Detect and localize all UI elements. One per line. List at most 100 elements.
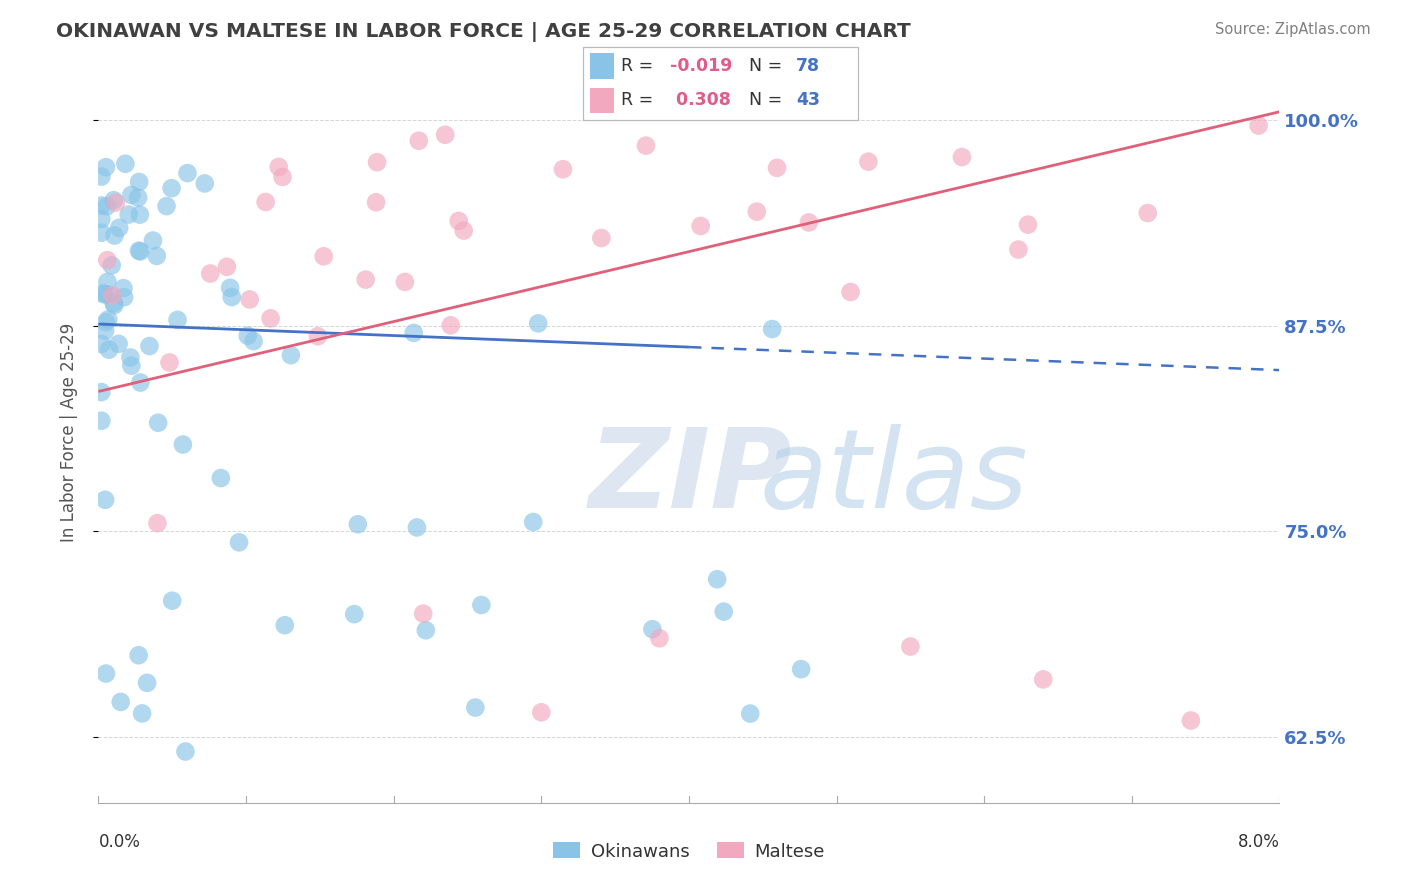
Point — [91, 286, 114, 301]
Text: 8.0%: 8.0% — [1237, 833, 1279, 851]
Point — [307, 329, 329, 343]
Point — [120, 359, 142, 373]
Point — [527, 317, 550, 331]
Point — [312, 249, 335, 263]
Point — [146, 516, 169, 530]
Point — [96, 253, 118, 268]
Point — [440, 318, 463, 333]
Point — [146, 416, 169, 430]
Point — [108, 220, 131, 235]
Point — [412, 607, 434, 621]
Point — [470, 598, 492, 612]
Point — [1247, 119, 1270, 133]
Point — [1180, 714, 1202, 728]
Point — [634, 138, 657, 153]
Point — [94, 324, 117, 338]
Legend: Okinawans, Maltese: Okinawans, Maltese — [546, 835, 832, 868]
Point — [103, 298, 125, 312]
Point — [453, 224, 475, 238]
Point — [950, 150, 973, 164]
Point — [267, 160, 290, 174]
Point — [221, 290, 243, 304]
Point — [127, 191, 149, 205]
Point — [343, 607, 366, 622]
Point — [706, 572, 728, 586]
Point — [136, 676, 159, 690]
Point — [138, 339, 160, 353]
Point — [713, 605, 735, 619]
Point — [839, 285, 862, 299]
Point — [1136, 206, 1159, 220]
Point — [90, 414, 112, 428]
Point — [176, 166, 198, 180]
Point — [406, 520, 429, 534]
Point — [394, 275, 416, 289]
Point — [160, 181, 183, 195]
Point — [103, 296, 125, 310]
Text: Source: ZipAtlas.com: Source: ZipAtlas.com — [1215, 22, 1371, 37]
Point — [797, 215, 820, 229]
Point — [166, 313, 188, 327]
Point — [354, 272, 377, 286]
Point — [236, 328, 259, 343]
Point — [364, 195, 387, 210]
Point — [347, 517, 370, 532]
Point — [145, 249, 167, 263]
Point — [259, 311, 281, 326]
Point — [254, 194, 277, 209]
Text: ZIP: ZIP — [589, 424, 792, 531]
Point — [591, 231, 613, 245]
Point — [1017, 218, 1039, 232]
Point — [239, 293, 262, 307]
Point — [858, 154, 880, 169]
Point — [761, 322, 783, 336]
Point — [740, 706, 762, 721]
Point — [200, 267, 222, 281]
Point — [745, 204, 768, 219]
Point — [790, 662, 813, 676]
Point — [128, 175, 150, 189]
Point — [128, 648, 150, 663]
Point — [155, 199, 177, 213]
Point — [464, 700, 486, 714]
Point — [530, 706, 553, 720]
Text: -0.019: -0.019 — [669, 57, 733, 75]
Point — [900, 640, 922, 654]
Point — [90, 226, 112, 240]
Point — [114, 157, 136, 171]
Point — [219, 281, 242, 295]
Point — [94, 666, 117, 681]
Point — [128, 208, 150, 222]
Point — [100, 258, 122, 272]
Point — [112, 290, 135, 304]
Point — [408, 134, 430, 148]
Point — [94, 160, 117, 174]
Point — [98, 343, 121, 357]
Point — [110, 695, 132, 709]
Y-axis label: In Labor Force | Age 25-29: In Labor Force | Age 25-29 — [59, 323, 77, 542]
Point — [274, 618, 297, 632]
Point — [366, 155, 388, 169]
Point — [215, 260, 238, 274]
Point — [96, 275, 118, 289]
Point — [131, 706, 153, 721]
Point — [90, 385, 112, 400]
Point — [280, 348, 302, 362]
Text: 43: 43 — [796, 91, 820, 109]
Point — [93, 287, 115, 301]
Point — [522, 515, 544, 529]
Point — [194, 177, 217, 191]
Point — [242, 334, 264, 348]
Point — [129, 376, 152, 390]
Point — [174, 745, 197, 759]
Point — [415, 624, 437, 638]
Point — [648, 632, 671, 646]
Text: R =: R = — [620, 57, 658, 75]
Point — [120, 351, 142, 365]
Point — [103, 228, 125, 243]
Point — [90, 198, 112, 212]
Text: 0.0%: 0.0% — [98, 833, 141, 851]
FancyBboxPatch shape — [591, 87, 613, 113]
Point — [434, 128, 457, 142]
Point — [128, 244, 150, 258]
